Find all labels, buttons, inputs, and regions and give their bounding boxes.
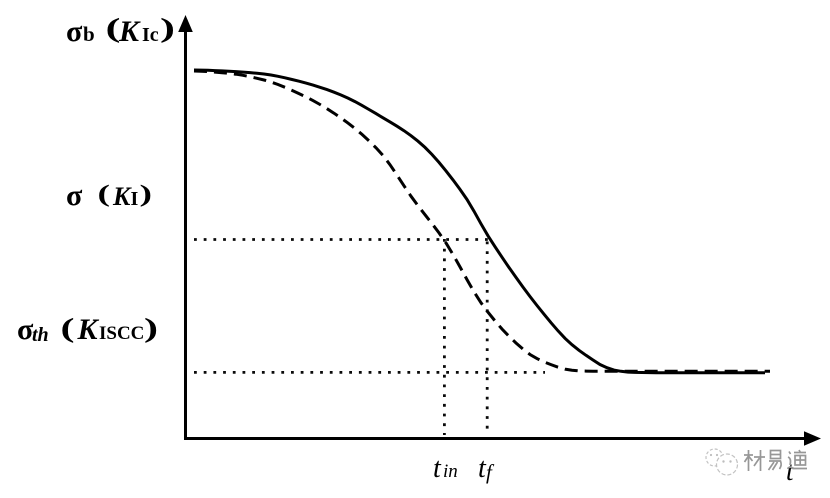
svg-text:in: in: [443, 461, 458, 482]
svg-text:K: K: [77, 313, 100, 346]
svg-text:K: K: [118, 15, 141, 48]
svg-text:I: I: [131, 188, 139, 210]
svg-text:(: (: [61, 313, 75, 343]
svg-text:σ: σ: [17, 313, 34, 346]
svg-text:Ic: Ic: [142, 24, 159, 46]
svg-text:σ: σ: [66, 179, 83, 212]
svg-text:): ): [144, 313, 158, 343]
svg-text:th: th: [32, 324, 49, 346]
svg-text:): ): [160, 13, 175, 43]
svg-text:): ): [140, 182, 153, 208]
svg-text:f: f: [486, 460, 495, 484]
svg-text:(: (: [106, 13, 121, 43]
svg-text:(: (: [98, 182, 111, 208]
svg-text:K: K: [112, 182, 132, 211]
svg-text:t: t: [433, 453, 442, 484]
svg-text:ISCC: ISCC: [99, 323, 144, 344]
svg-text:t: t: [786, 456, 795, 486]
svg-text:b: b: [83, 22, 95, 46]
svg-text:t: t: [478, 453, 487, 484]
svg-text:σ: σ: [66, 15, 83, 48]
